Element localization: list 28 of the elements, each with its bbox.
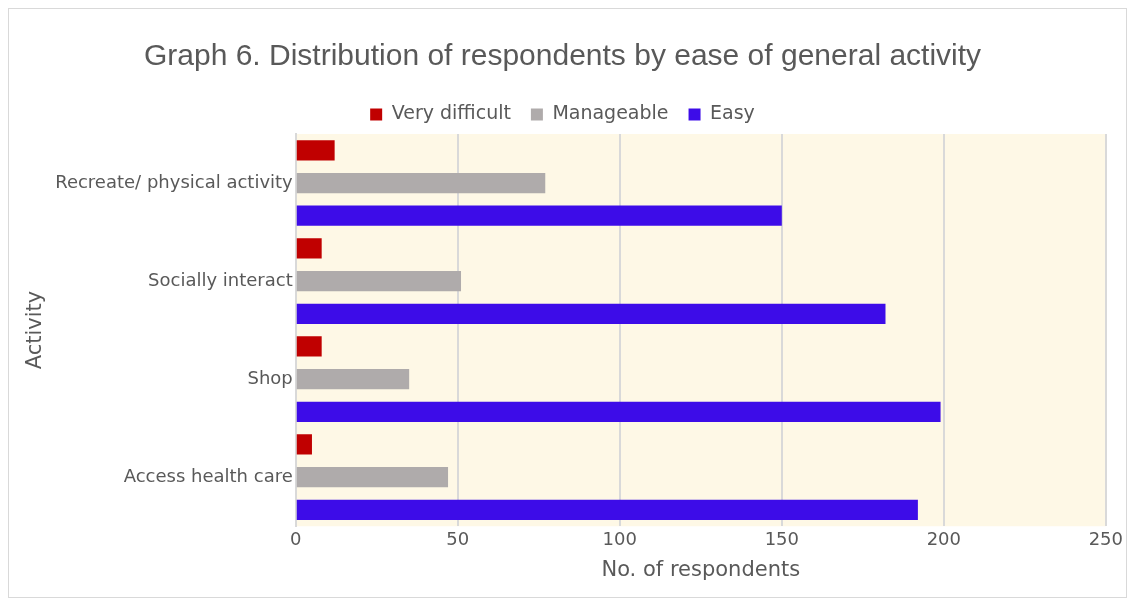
bar xyxy=(296,401,941,422)
x-axis-title: No. of respondents xyxy=(601,556,801,581)
bar xyxy=(296,336,322,357)
y-tick-label: Recreate/ physical activity xyxy=(55,170,294,192)
legend-label: Manageable xyxy=(552,101,669,124)
chart-title: Graph 6. Distribution of respondents by ease of general activity xyxy=(143,38,982,72)
bar xyxy=(296,368,410,390)
x-tick-label: 150 xyxy=(764,527,799,549)
x-tick-label: 50 xyxy=(446,527,470,549)
legend-label: Very difficult xyxy=(391,101,511,124)
bar xyxy=(296,205,782,226)
bar xyxy=(296,303,886,324)
bar xyxy=(296,140,335,161)
y-tick-label: Socially interact xyxy=(148,268,293,290)
bar xyxy=(296,499,918,520)
y-tick-label: Access health care xyxy=(123,464,293,486)
legend-label: Easy xyxy=(710,101,755,124)
x-tick-label: 200 xyxy=(926,527,961,549)
bar xyxy=(296,434,312,455)
bar xyxy=(296,238,322,259)
bar xyxy=(296,270,462,292)
x-tick-label: 250 xyxy=(1088,527,1123,549)
bar xyxy=(296,467,449,488)
y-tick-label: Shop xyxy=(247,366,293,388)
y-axis-title: Activity xyxy=(22,290,47,370)
bar xyxy=(296,172,546,194)
x-tick-label: 100 xyxy=(602,527,637,549)
x-tick-label: 0 xyxy=(290,527,302,549)
